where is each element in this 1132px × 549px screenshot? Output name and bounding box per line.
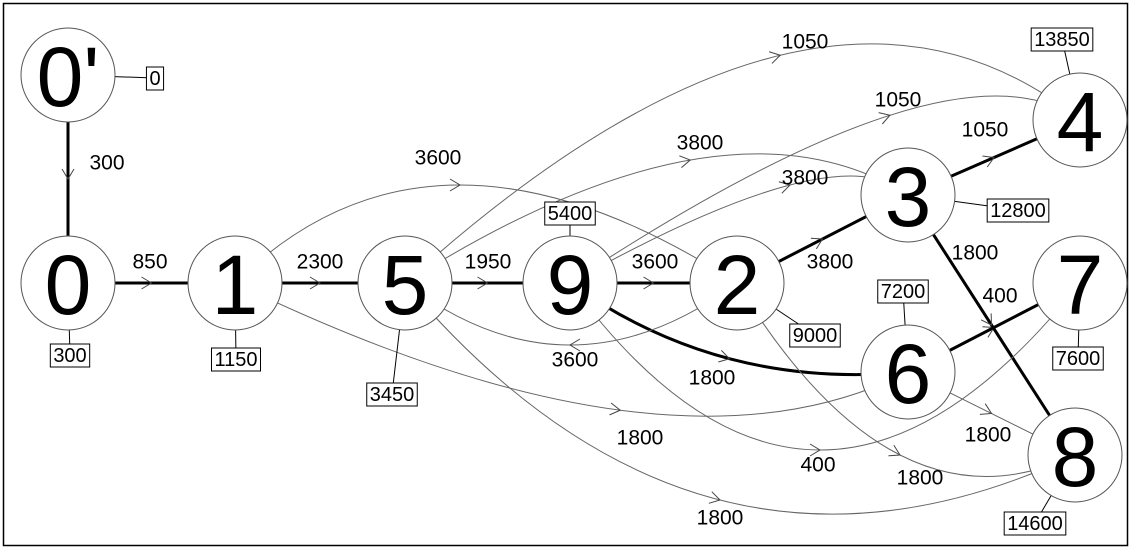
edge-label: 3800 bbox=[782, 167, 829, 190]
edge-arrow bbox=[449, 178, 461, 192]
edge-arrow bbox=[708, 491, 721, 504]
node-label: 1 bbox=[212, 238, 259, 332]
edge-arrow bbox=[979, 403, 993, 415]
value-label: 7200 bbox=[881, 281, 926, 303]
node-circle bbox=[1032, 235, 1128, 331]
value-box bbox=[789, 323, 841, 348]
value-label: 9000 bbox=[793, 325, 838, 347]
edge-arrow bbox=[477, 276, 489, 290]
edge-arrow bbox=[643, 276, 655, 290]
value-box bbox=[1030, 27, 1094, 52]
edge-arrow bbox=[768, 51, 782, 64]
node-label: 0 bbox=[45, 238, 92, 332]
node-label: 9 bbox=[547, 238, 594, 332]
edge-label: 1950 bbox=[465, 251, 512, 274]
edge-label: 400 bbox=[982, 285, 1017, 308]
node-label: 4 bbox=[1057, 75, 1104, 169]
edge-label: 3600 bbox=[415, 147, 462, 170]
edge-label: 2300 bbox=[297, 251, 344, 274]
value-box bbox=[986, 198, 1050, 223]
value-box bbox=[210, 347, 262, 372]
edge-label: 1050 bbox=[962, 119, 1009, 142]
value-box bbox=[366, 382, 418, 407]
edge-arrow bbox=[569, 338, 581, 352]
value-box bbox=[145, 66, 165, 91]
value-box bbox=[1003, 511, 1067, 536]
node-label: 7 bbox=[1057, 238, 1104, 332]
node-label: 8 bbox=[1052, 410, 1099, 504]
node-circle bbox=[689, 235, 785, 331]
value-label: 14600 bbox=[1007, 513, 1063, 535]
value-label: 7600 bbox=[1056, 348, 1101, 370]
node-circle bbox=[1032, 72, 1128, 168]
edge-arrow bbox=[980, 313, 993, 326]
node-label: 6 bbox=[885, 327, 932, 421]
node-circle bbox=[860, 324, 956, 420]
edge-label: 3800 bbox=[677, 132, 724, 155]
node-circle bbox=[357, 235, 453, 331]
edge-label: 1800 bbox=[697, 507, 744, 530]
edge-arrow bbox=[309, 276, 321, 290]
node-circle bbox=[522, 235, 618, 331]
edge-arrow bbox=[141, 276, 153, 290]
edge-label: 850 bbox=[132, 251, 167, 274]
value-label: 12800 bbox=[990, 200, 1046, 222]
value-label: 3450 bbox=[370, 384, 415, 406]
edge-label: 1800 bbox=[617, 427, 664, 450]
edge-label: 1800 bbox=[965, 424, 1012, 447]
edge-arrow bbox=[679, 155, 692, 169]
value-label: 300 bbox=[53, 345, 86, 367]
value-box bbox=[1052, 346, 1104, 371]
edge-label: 400 bbox=[800, 454, 835, 477]
node-circle bbox=[20, 235, 116, 331]
edge-label: 300 bbox=[89, 152, 124, 175]
node-circle bbox=[860, 147, 956, 243]
edge-label: 1800 bbox=[952, 242, 999, 265]
edge-label: 1050 bbox=[782, 31, 829, 54]
node-circle bbox=[187, 235, 283, 331]
node-label: 5 bbox=[382, 238, 429, 332]
node-label: 2 bbox=[714, 238, 761, 332]
edge-arrow bbox=[888, 444, 901, 457]
edge-arrow bbox=[61, 168, 75, 180]
node-circle bbox=[20, 27, 116, 123]
edge-arrow bbox=[809, 443, 821, 457]
value-box bbox=[877, 279, 929, 304]
edge-label: 1800 bbox=[897, 467, 944, 490]
edge-label: 3800 bbox=[807, 251, 854, 274]
edge-arrow bbox=[778, 181, 791, 194]
edge-label: 3600 bbox=[552, 349, 599, 372]
edge-arrow bbox=[810, 237, 824, 250]
edge-arrow bbox=[982, 155, 995, 168]
node-label: 3 bbox=[885, 150, 932, 244]
edge-arrow bbox=[718, 350, 731, 363]
edge-arrow bbox=[609, 402, 622, 416]
value-box bbox=[544, 201, 596, 226]
edge-label: 3600 bbox=[632, 251, 679, 274]
value-box bbox=[49, 343, 91, 368]
value-label: 1150 bbox=[214, 349, 257, 371]
nodes: 0' 0 1 5 9 2 3 4 7 6 8 bbox=[20, 27, 1128, 524]
value-label: 0 bbox=[149, 68, 160, 90]
value-label: 13850 bbox=[1034, 29, 1090, 51]
edge-arrow bbox=[878, 112, 891, 125]
edge-label: 1050 bbox=[875, 89, 922, 112]
edge-label: 1800 bbox=[689, 367, 736, 390]
value-label: 5400 bbox=[548, 203, 593, 225]
node-circle bbox=[1027, 407, 1123, 503]
node-label: 0' bbox=[37, 30, 100, 124]
